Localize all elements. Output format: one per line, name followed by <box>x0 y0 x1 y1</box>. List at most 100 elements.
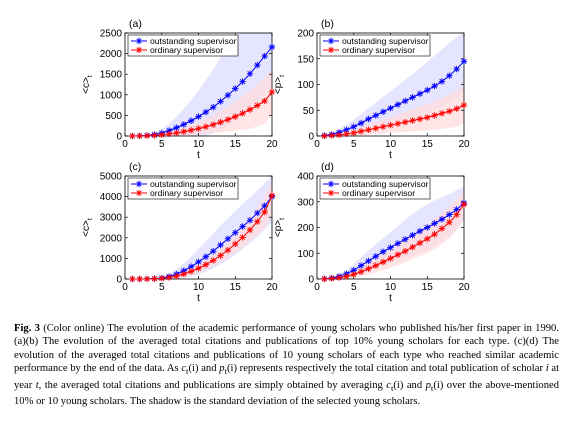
legend-box <box>319 34 431 57</box>
caption-text-and-1: and <box>198 363 220 375</box>
legend-box <box>127 177 239 200</box>
caption-math-ct2: c <box>386 379 391 391</box>
data-point-outstanding <box>210 247 217 255</box>
y-tick-label: 2500 <box>100 29 123 40</box>
panel-label: (c) <box>129 161 141 173</box>
data-point-ordinary <box>387 255 394 262</box>
legend-box <box>127 34 239 57</box>
panel-label: (d) <box>321 161 334 173</box>
data-point-ordinary <box>232 113 239 120</box>
data-point-outstanding <box>424 224 431 231</box>
data-point-outstanding <box>387 104 394 112</box>
y-tick-label: 5000 <box>100 172 123 183</box>
x-tick-label: 15 <box>230 282 242 293</box>
data-point-outstanding <box>402 236 409 243</box>
data-point-ordinary <box>379 258 387 266</box>
x-tick-label: 15 <box>422 139 434 150</box>
x-tick-label: 5 <box>351 139 357 150</box>
data-point-ordinary <box>195 265 202 272</box>
caption-math-pt2-sub: t <box>430 382 434 393</box>
y-tick-label: 500 <box>105 111 122 122</box>
data-point-outstanding <box>372 112 379 119</box>
data-point-outstanding <box>438 78 446 85</box>
legend-label-ordinary: ordinary supervisor <box>150 45 223 55</box>
data-point-outstanding <box>165 127 173 134</box>
data-point-ordinary <box>129 132 136 140</box>
data-point-ordinary <box>387 121 394 129</box>
data-point-outstanding <box>438 216 446 223</box>
data-point-ordinary <box>365 126 372 134</box>
legend-marker-ordinary <box>135 189 143 197</box>
data-point-ordinary <box>202 261 210 268</box>
data-point-outstanding <box>365 115 372 123</box>
data-point-ordinary <box>350 271 357 278</box>
caption-text-4: , the averaged total citations and publi… <box>38 379 387 391</box>
caption-math-pt2: p <box>425 379 431 391</box>
legend-marker-ordinary <box>327 189 335 197</box>
data-point-ordinary <box>268 192 276 199</box>
data-point-outstanding <box>246 217 254 224</box>
data-point-outstanding <box>365 257 372 265</box>
y-axis-label-subscript: t <box>87 218 94 220</box>
data-point-ordinary <box>446 108 453 115</box>
legend-marker-ordinary <box>327 46 335 54</box>
legend-marker-ordinary <box>135 46 143 54</box>
y-tick-label: 200 <box>297 29 314 40</box>
y-axis-label-subscript: t <box>87 75 94 77</box>
x-tick-label: 0 <box>122 139 128 150</box>
y-axis-label-text: <c> <box>81 77 92 94</box>
data-point-outstanding <box>343 126 350 134</box>
caption-math-pt-arg: (i) <box>226 363 237 375</box>
x-tick-label: 20 <box>458 139 470 150</box>
data-point-ordinary <box>210 257 217 264</box>
data-point-ordinary <box>416 239 424 247</box>
data-point-ordinary <box>158 275 165 282</box>
y-tick-label: 100 <box>297 80 314 91</box>
y-axis-label: <c>t <box>81 75 94 94</box>
data-point-ordinary <box>409 117 416 124</box>
std-shadow-ordinary <box>132 182 272 279</box>
data-point-ordinary <box>217 252 224 259</box>
data-point-ordinary <box>217 118 224 126</box>
y-tick-label: 0 <box>116 132 122 143</box>
legend-marker-outstanding <box>327 37 335 45</box>
legend-marker-outstanding <box>135 37 143 45</box>
y-axis-label-subscript: t <box>279 218 286 220</box>
data-point-ordinary <box>357 128 365 135</box>
data-point-ordinary <box>180 270 187 278</box>
data-point-outstanding <box>180 121 187 128</box>
data-point-ordinary <box>246 226 254 234</box>
data-point-outstanding <box>261 202 268 210</box>
data-point-ordinary <box>372 262 379 269</box>
data-point-outstanding <box>350 267 357 274</box>
y-tick-label: 300 <box>297 197 314 208</box>
data-point-ordinary <box>460 201 468 208</box>
x-tick-label: 5 <box>351 282 357 293</box>
data-point-ordinary <box>224 246 232 254</box>
data-point-outstanding <box>379 248 387 255</box>
data-point-outstanding <box>379 108 387 115</box>
y-axis-label: <p>t <box>273 75 286 94</box>
data-point-outstanding <box>268 43 276 51</box>
x-tick-label: 10 <box>193 282 205 293</box>
data-point-outstanding <box>232 85 239 92</box>
data-point-ordinary <box>321 275 328 283</box>
data-point-outstanding <box>394 240 402 247</box>
x-tick-label: 5 <box>159 282 165 293</box>
data-point-ordinary <box>268 88 276 96</box>
data-point-outstanding <box>173 124 180 131</box>
data-point-outstanding <box>409 232 416 239</box>
y-tick-label: 0 <box>116 275 122 286</box>
data-point-ordinary <box>328 275 335 282</box>
data-point-ordinary <box>321 132 328 140</box>
data-point-outstanding <box>239 223 246 230</box>
data-point-outstanding <box>431 220 438 227</box>
y-tick-label: 2000 <box>100 49 123 60</box>
data-point-ordinary <box>129 275 136 283</box>
x-tick-label: 20 <box>458 282 470 293</box>
data-point-ordinary <box>453 105 460 112</box>
x-tick-label: 20 <box>266 282 278 293</box>
data-point-ordinary <box>254 102 261 109</box>
y-tick-label: 1000 <box>100 254 123 265</box>
caption-text-and-2: and <box>403 379 426 391</box>
